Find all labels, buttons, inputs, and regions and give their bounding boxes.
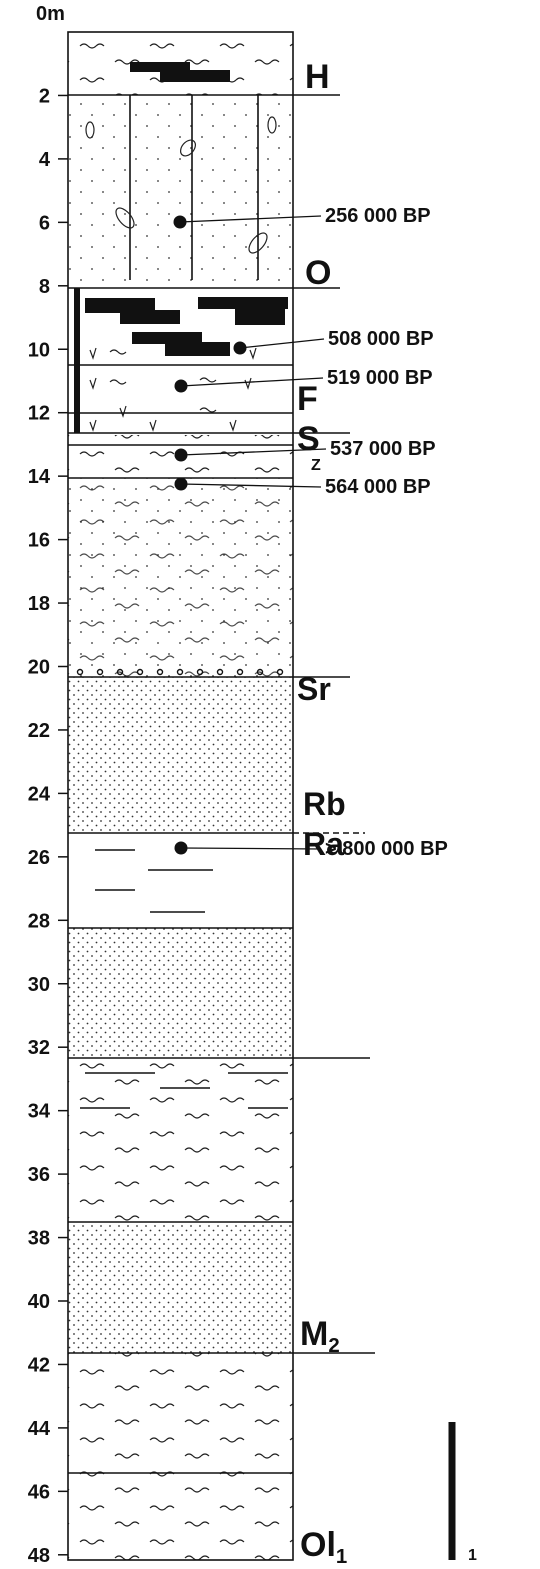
depth-label: 12 [28, 403, 50, 425]
depth-label: 30 [28, 974, 50, 996]
depth-label: 40 [28, 1291, 50, 1313]
depth-label: 2 [39, 85, 50, 107]
unit-name: Z [311, 457, 321, 474]
depth-label: 28 [28, 910, 50, 932]
depth-label: 0m [36, 3, 65, 25]
date-leader [180, 483, 322, 488]
depth-label: 14 [28, 466, 51, 488]
sample-point [174, 841, 188, 855]
sample-point [174, 379, 188, 393]
sample-point [174, 448, 188, 462]
date-leader [180, 448, 327, 456]
sample-point [173, 215, 187, 229]
unit-name: S [297, 420, 320, 458]
depth-label: 26 [28, 847, 50, 869]
unit-label: F [297, 380, 318, 418]
unit-subscript: 2 [328, 1335, 339, 1357]
unit-name: H [305, 58, 330, 96]
sample-point [233, 341, 247, 355]
depth-label: 34 [28, 1101, 51, 1123]
unit-name: Rb [303, 786, 346, 822]
depth-label: 4 [39, 149, 51, 171]
unit-name: O [305, 254, 331, 292]
date-label: 519 000 BP [327, 367, 433, 389]
date-label: 537 000 BP [330, 438, 436, 460]
column-boundaries [67, 31, 456, 1561]
depth-label: 32 [28, 1037, 50, 1059]
unit-label: Z [311, 457, 321, 474]
unit-label: M2 [300, 1315, 340, 1357]
column-details [68, 62, 293, 1109]
column-fills [68, 32, 293, 1560]
depth-label: 10 [28, 339, 50, 361]
date-leader [239, 338, 325, 349]
unit-subscript: 1 [336, 1546, 347, 1568]
depth-label: 46 [28, 1481, 50, 1503]
unit-label: Rb [303, 786, 346, 822]
depth-label: 22 [28, 720, 50, 742]
unit-name: Sr [297, 671, 331, 707]
depth-label: 8 [39, 276, 50, 298]
unit-label: Ra [303, 826, 344, 862]
date-leader [180, 847, 322, 850]
depth-label: 36 [28, 1164, 50, 1186]
unit-label: Sr [297, 671, 331, 707]
depth-label: 24 [28, 783, 51, 805]
unit-label: Ol1 [300, 1526, 347, 1568]
depth-label: 48 [28, 1545, 50, 1567]
unit-name: Ol [300, 1526, 336, 1564]
depth-label: 38 [28, 1228, 50, 1250]
date-label: 256 000 BP [325, 205, 431, 227]
sample-point [174, 477, 188, 491]
unit-label: S [297, 420, 320, 458]
depth-label: 6 [39, 212, 50, 234]
depth-label: 20 [28, 657, 50, 679]
depth-label: 16 [28, 530, 50, 552]
depth-label: 42 [28, 1354, 50, 1376]
unit-name: F [297, 380, 318, 418]
unit-label: O [305, 254, 331, 292]
date-label: 508 000 BP [328, 328, 434, 350]
date-leader [179, 215, 322, 223]
scale-label: 1 [468, 1547, 477, 1564]
depth-label: 18 [28, 593, 50, 615]
unit-name: Ra [303, 826, 344, 862]
unit-label: H [305, 58, 330, 96]
date-label: > 800 000 BP [325, 838, 448, 860]
date-label: 564 000 BP [325, 476, 431, 498]
unit-name: M [300, 1315, 328, 1353]
depth-label: 44 [28, 1418, 51, 1440]
date-leader [180, 377, 324, 387]
